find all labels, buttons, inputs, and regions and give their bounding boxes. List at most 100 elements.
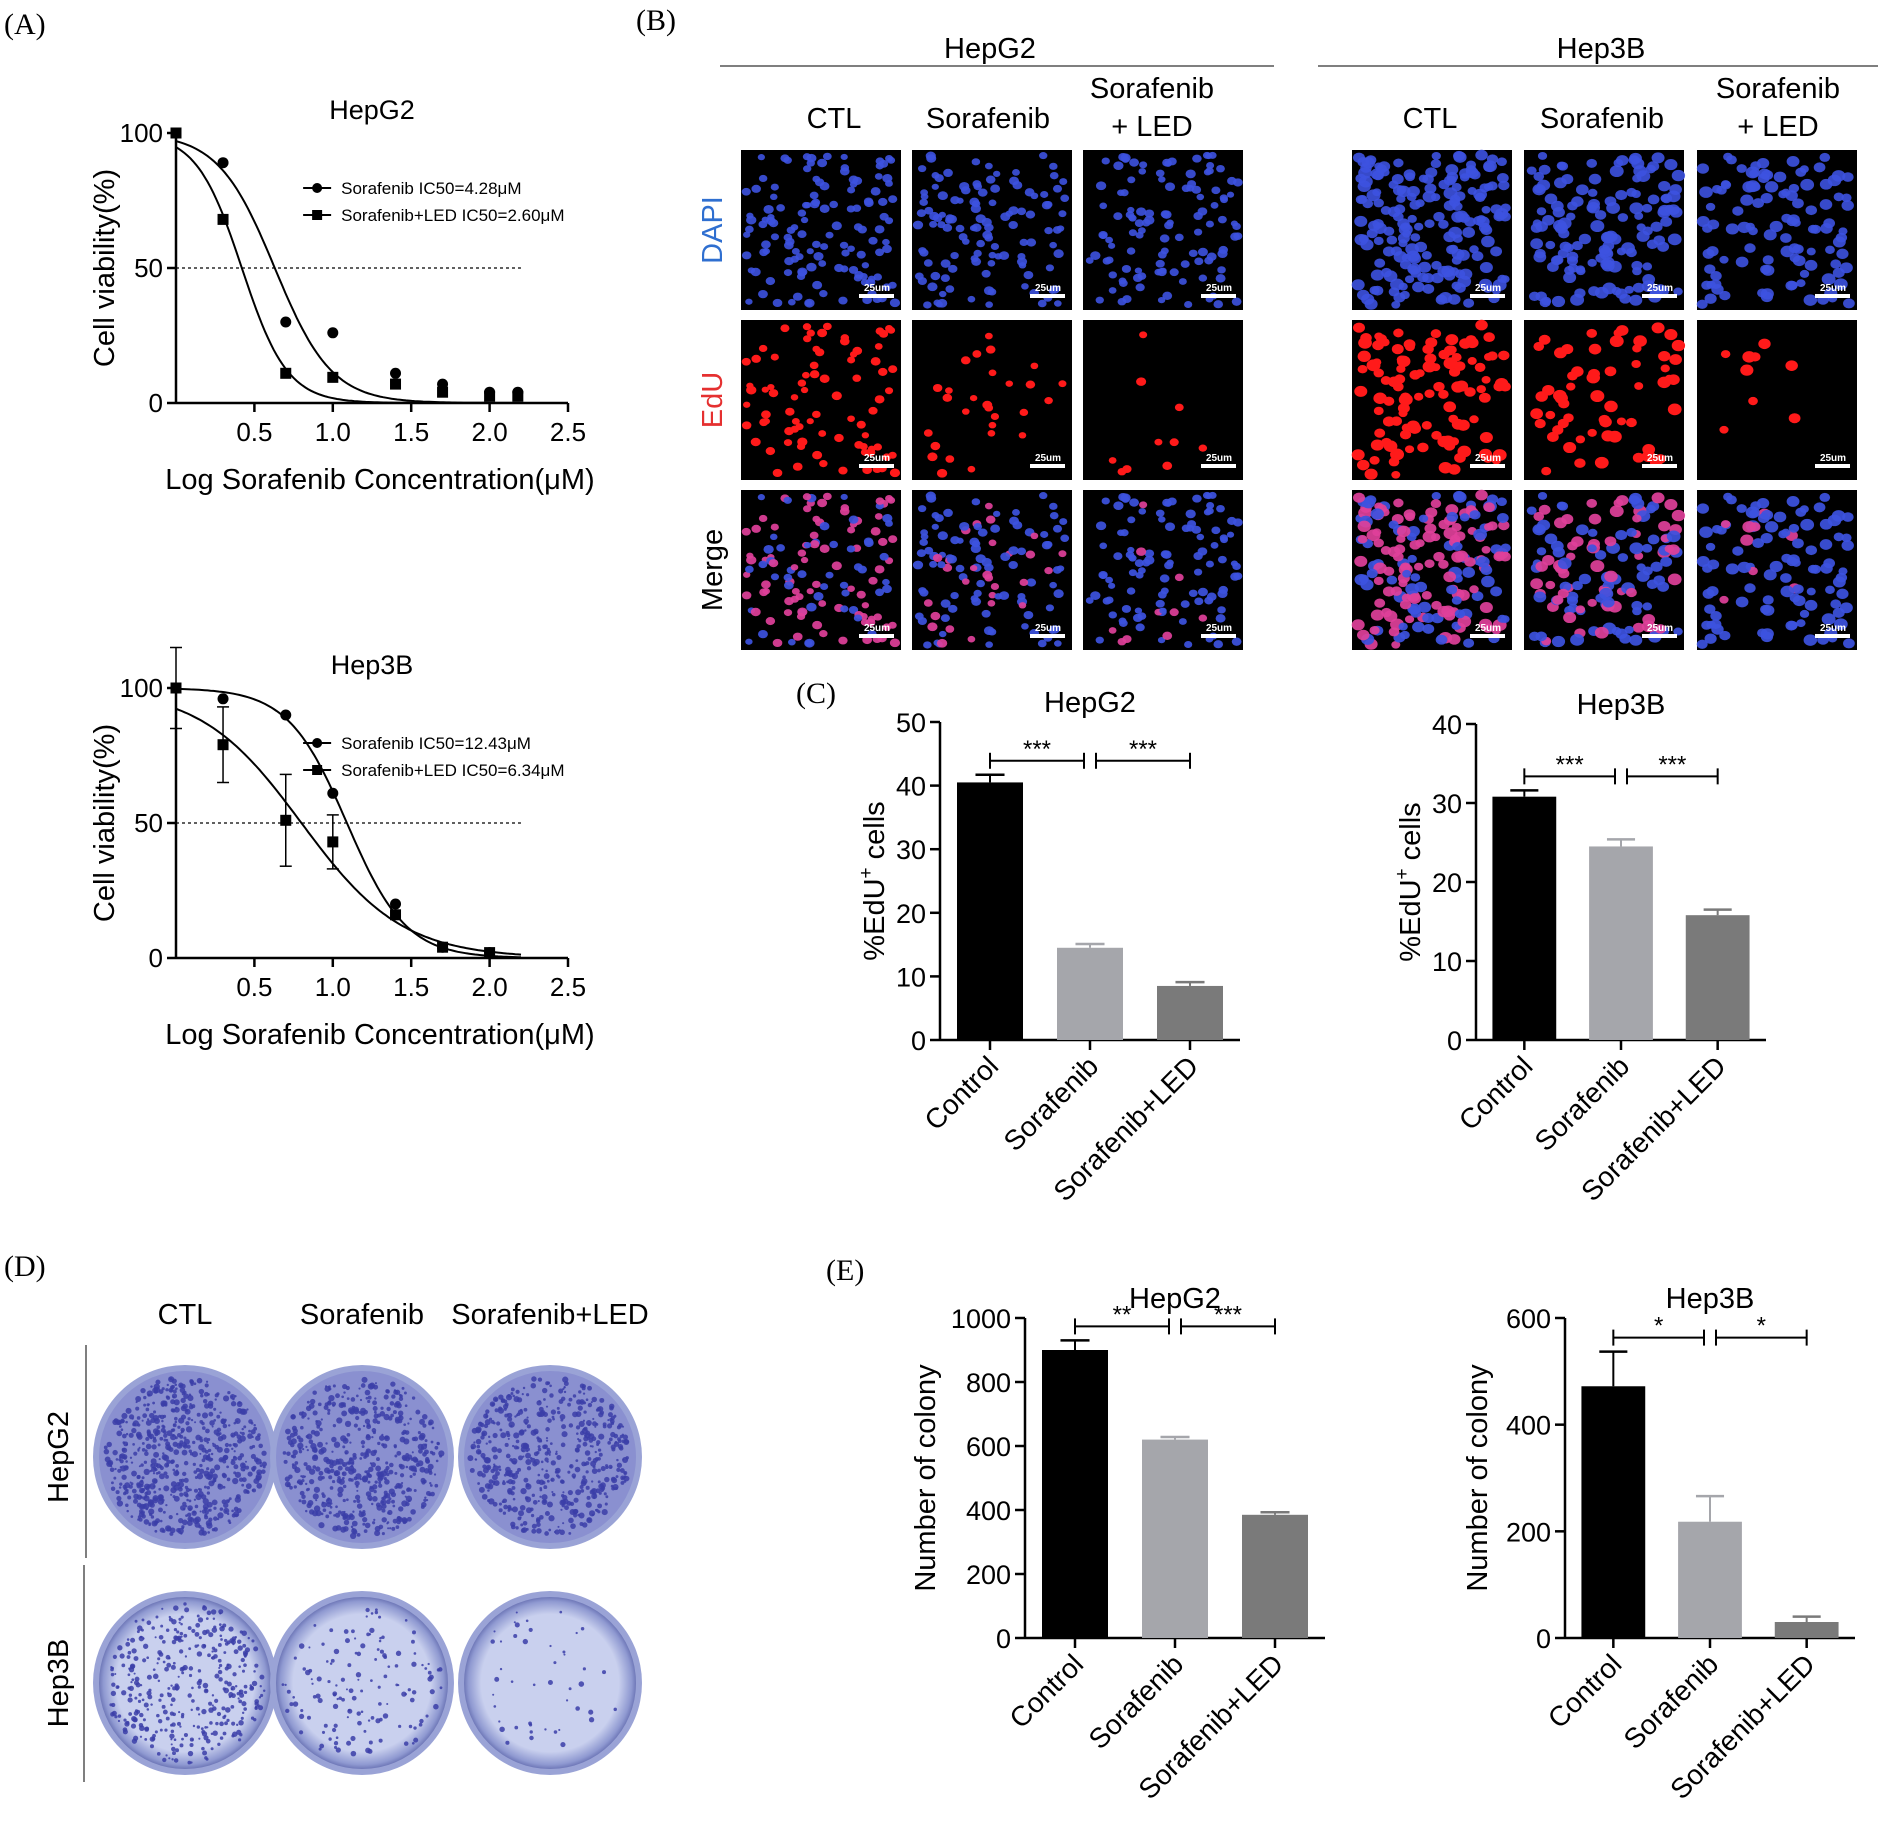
nucleus <box>1578 233 1592 245</box>
merged-edu-nucleus <box>797 607 808 617</box>
colony <box>529 1735 534 1741</box>
image-tile: 25um <box>1351 489 1512 650</box>
nucleus <box>1780 573 1792 583</box>
colony <box>540 1460 544 1464</box>
nucleus <box>1481 235 1495 248</box>
colony <box>543 1412 548 1417</box>
bar-sorafenib <box>1678 1521 1742 1638</box>
colony <box>135 1396 142 1402</box>
edu-nucleus <box>1553 389 1567 402</box>
nucleus <box>1778 190 1788 199</box>
colony <box>166 1430 173 1437</box>
colony <box>156 1425 161 1430</box>
colony <box>248 1429 251 1433</box>
colony <box>597 1503 603 1509</box>
colony <box>311 1454 319 1461</box>
colony <box>360 1643 366 1649</box>
colony <box>203 1735 209 1741</box>
colony <box>243 1425 247 1429</box>
colony <box>620 1480 625 1485</box>
nucleus <box>934 514 944 523</box>
colony <box>360 1383 366 1388</box>
edu-nucleus <box>1482 453 1494 463</box>
edu-nucleus <box>1174 403 1184 412</box>
colony <box>222 1731 227 1736</box>
colony <box>436 1441 440 1445</box>
merged-edu-nucleus <box>1390 586 1402 596</box>
nucleus <box>758 629 768 639</box>
colony <box>315 1466 321 1472</box>
nucleus <box>1206 502 1215 509</box>
y-tick-label: 0 <box>149 943 163 973</box>
colony <box>188 1673 193 1678</box>
nucleus <box>1711 184 1722 194</box>
colony <box>143 1702 149 1708</box>
chart-title: HepG2 <box>1129 1283 1221 1315</box>
nucleus <box>1206 252 1217 261</box>
scale-bar-label: 25um <box>1820 283 1846 294</box>
chart-title: Hep3B <box>1666 1283 1755 1315</box>
nucleus <box>1537 492 1548 500</box>
colony <box>178 1710 181 1714</box>
colony <box>583 1401 587 1405</box>
colony <box>544 1728 547 1731</box>
nucleus <box>1586 158 1598 168</box>
nucleus <box>1159 574 1170 583</box>
merged-edu-nucleus <box>818 600 827 607</box>
nucleus <box>955 564 965 573</box>
colony <box>183 1436 187 1440</box>
colony <box>233 1506 239 1512</box>
colony <box>474 1458 478 1461</box>
edu-nucleus <box>1154 438 1163 446</box>
colony <box>521 1449 524 1452</box>
colony <box>151 1444 157 1450</box>
colony <box>413 1726 417 1730</box>
colony <box>308 1646 311 1649</box>
edu-nucleus <box>1451 381 1465 393</box>
colony <box>398 1396 404 1402</box>
colony <box>256 1483 263 1489</box>
nucleus <box>1134 607 1143 614</box>
nucleus <box>1192 494 1202 503</box>
edu-nucleus <box>741 421 752 430</box>
nucleus <box>1626 247 1637 258</box>
colony <box>144 1494 148 1498</box>
merged-edu-nucleus <box>961 578 970 585</box>
colony <box>560 1479 565 1484</box>
colony <box>201 1447 207 1453</box>
colony <box>365 1396 369 1400</box>
nucleus <box>1418 601 1432 613</box>
colony <box>537 1445 541 1449</box>
nucleus <box>1197 247 1208 257</box>
colony <box>183 1460 189 1466</box>
nucleus <box>1406 192 1417 202</box>
nucleus <box>1611 287 1622 296</box>
colony <box>425 1714 429 1718</box>
y-tick-label: 30 <box>1432 789 1462 819</box>
colony <box>162 1510 166 1514</box>
colony <box>383 1477 387 1481</box>
colony <box>258 1696 262 1699</box>
colony <box>125 1407 132 1414</box>
x-tick-label: 1.0 <box>315 972 351 1002</box>
colony <box>191 1699 195 1703</box>
colony <box>223 1507 230 1514</box>
scale-bar-label: 25um <box>1035 453 1061 464</box>
nucleus <box>873 273 883 281</box>
colony <box>492 1474 498 1481</box>
colony <box>208 1474 213 1479</box>
colony <box>198 1488 202 1492</box>
colony <box>568 1397 573 1402</box>
edu-nucleus <box>1409 370 1421 380</box>
colony <box>118 1425 122 1428</box>
edu-nucleus <box>923 429 933 437</box>
nucleus <box>1629 634 1643 646</box>
colony <box>178 1486 183 1492</box>
nucleus <box>994 593 1003 600</box>
colony <box>331 1460 338 1467</box>
merged-edu-nucleus <box>1357 629 1370 641</box>
colony <box>485 1442 488 1445</box>
colony <box>173 1399 180 1406</box>
merged-edu-nucleus <box>1561 513 1574 525</box>
